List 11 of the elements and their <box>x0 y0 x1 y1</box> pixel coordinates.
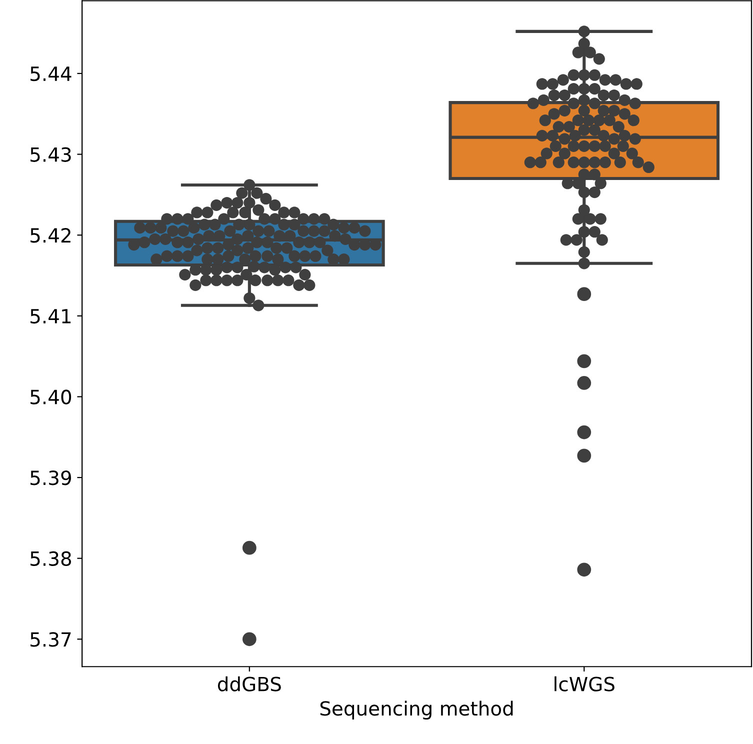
y-tick-label: 5.42 <box>30 228 70 243</box>
y-tick-label: 5.40 <box>30 390 72 404</box>
x-tick-label: lcWGS <box>554 676 614 692</box>
y-tick-label: 5.38 <box>30 551 72 566</box>
y-tick-label: 5.43 <box>30 147 71 162</box>
y-tick-label: 5.39 <box>30 470 71 486</box>
y-tick-label: 5.41 <box>30 309 71 324</box>
x-axis-title: Sequencing method <box>320 700 513 720</box>
x-tick-label: ddGBS <box>218 676 281 692</box>
y-tick-label: 5.44 <box>30 66 72 82</box>
y-tick-label: 5.37 <box>30 632 71 647</box>
